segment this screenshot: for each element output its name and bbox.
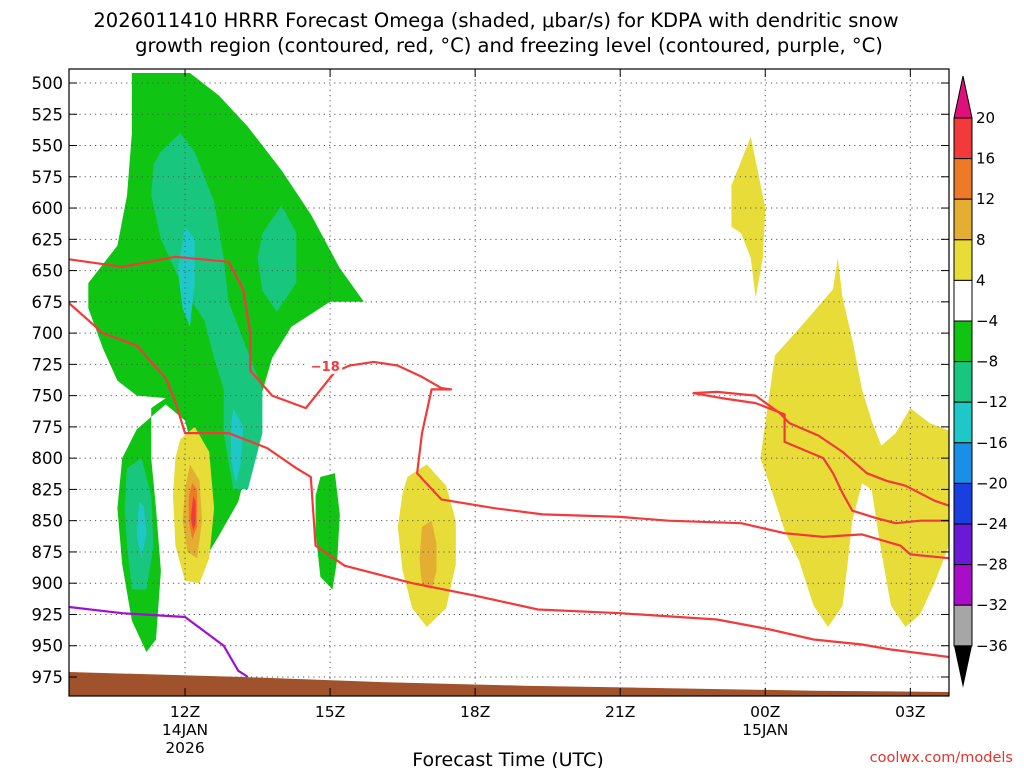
colorbar-label: −8 <box>976 353 998 371</box>
chart-title-line2: growth region (contoured, red, °C) and f… <box>135 34 883 57</box>
colorbar-label: −16 <box>976 434 1008 452</box>
y-tick-label: 500 <box>32 74 64 93</box>
colorbar-bin <box>953 564 973 606</box>
surface-terrain <box>69 672 949 696</box>
y-tick-label: 575 <box>32 168 64 187</box>
colorbar-label: 12 <box>976 190 995 208</box>
omega-region-downward-motion-cell-1-max <box>190 495 196 531</box>
plot-content: −18 <box>69 69 949 696</box>
plot-area: −18 <box>69 69 949 696</box>
y-tick-label: 600 <box>32 199 64 218</box>
y-tick-label: 750 <box>32 387 64 406</box>
colorbar-bin <box>953 239 973 281</box>
colorbar-label: 4 <box>976 271 986 289</box>
colorbar-label: −4 <box>976 312 998 330</box>
x-tick-label: 2026 <box>165 739 204 757</box>
omega-region-downward-motion-cell-2-core <box>419 520 437 590</box>
y-tick-label: 775 <box>32 418 64 437</box>
x-tick-label: 15Z <box>315 703 345 721</box>
axes: 500 525 550 575 600 625 650 675 700 725 750 775 800 8… <box>32 68 950 757</box>
colorbar-label: −32 <box>976 596 1008 614</box>
isotherm-dgz-upper-bound-mid <box>69 302 949 659</box>
omega-region-downward-motion-cell-3 <box>731 136 766 299</box>
y-tick-label: 975 <box>32 668 64 687</box>
y-tick-label: 625 <box>32 230 64 249</box>
x-tick-label: 12Z <box>170 703 200 721</box>
x-tick-label: 14JAN <box>162 721 208 739</box>
isotherm-dgz-lower-bound-east <box>692 390 949 507</box>
x-tick-label: 00Z <box>750 703 780 721</box>
y-tick-label: 725 <box>32 355 64 374</box>
colorbar-bin <box>953 442 973 484</box>
colorbar-label: 20 <box>976 109 995 127</box>
contour-label-background <box>308 357 343 374</box>
y-tick-label: 800 <box>32 449 64 468</box>
colorbar-bin <box>953 401 973 444</box>
y-tick-label: 950 <box>32 637 64 656</box>
colorbar-bin <box>953 158 973 200</box>
colorbar-top-arrow <box>953 75 973 119</box>
isotherm-dgz-upper-bound <box>69 255 949 560</box>
y-tick-label: 675 <box>32 293 64 312</box>
colorbar-label: 16 <box>976 150 995 168</box>
colorbar-bin <box>953 523 973 566</box>
colorbar-bottom-arrow <box>954 645 972 688</box>
y-tick-label: 650 <box>32 262 64 281</box>
omega-region-moderate-upward-east <box>257 205 297 312</box>
omega-region-strong-upward-core-low <box>136 501 147 559</box>
x-tick-label: 15JAN <box>742 721 788 739</box>
colorbar-bin <box>953 482 973 525</box>
y-tick-label: 850 <box>32 512 64 531</box>
colorbar-bin <box>953 117 973 160</box>
y-tick-label: 700 <box>32 324 64 343</box>
y-tick-label: 925 <box>32 605 64 624</box>
colorbar-label: −20 <box>976 474 1008 492</box>
colorbar-bin <box>953 361 973 403</box>
colorbar-bin <box>953 279 973 322</box>
plot-frame <box>68 68 950 697</box>
x-tick-label: 18Z <box>460 703 490 721</box>
freezing-level-line <box>69 605 249 678</box>
colorbar-label: −24 <box>976 515 1008 533</box>
omega-region-moderate-upward-west <box>151 133 263 490</box>
colorbar-label: −36 <box>976 637 1008 655</box>
colorbar-label: 8 <box>976 231 986 249</box>
colorbar-bin <box>953 320 973 363</box>
y-tick-label: 550 <box>32 137 64 156</box>
omega-region-upward-motion-band-low <box>315 473 340 590</box>
omega-region-strong-upward-core-upper <box>177 226 195 327</box>
colorbar-label: −12 <box>976 393 1008 411</box>
contour-label: −18 <box>311 360 340 375</box>
y-tick-label: 525 <box>32 105 64 124</box>
y-tick-label: 825 <box>32 480 64 499</box>
colorbar-label: −28 <box>976 556 1008 574</box>
isotherm-dgz-lower-bound-east-2 <box>692 392 949 525</box>
watermark: coolwx.com/models <box>870 750 1013 766</box>
y-tick-label: 900 <box>32 574 64 593</box>
omega-region-strong-upward-core-mid <box>231 408 244 484</box>
omega-colorbar: 20 16 12 8 4 −4 −8 −12 −16 −20 −24 −28 −32 −36 <box>953 75 1008 688</box>
y-tick-label: 875 <box>32 543 64 562</box>
colorbar-bin <box>953 604 973 647</box>
x-tick-label: 21Z <box>605 703 635 721</box>
x-axis-title: Forecast Time (UTC) <box>412 749 603 768</box>
colorbar-bin <box>953 198 973 241</box>
chart-title-line1: 2026011410 HRRR Forecast Omega (shaded, … <box>93 9 898 32</box>
x-tick-label: 03Z <box>895 703 925 721</box>
